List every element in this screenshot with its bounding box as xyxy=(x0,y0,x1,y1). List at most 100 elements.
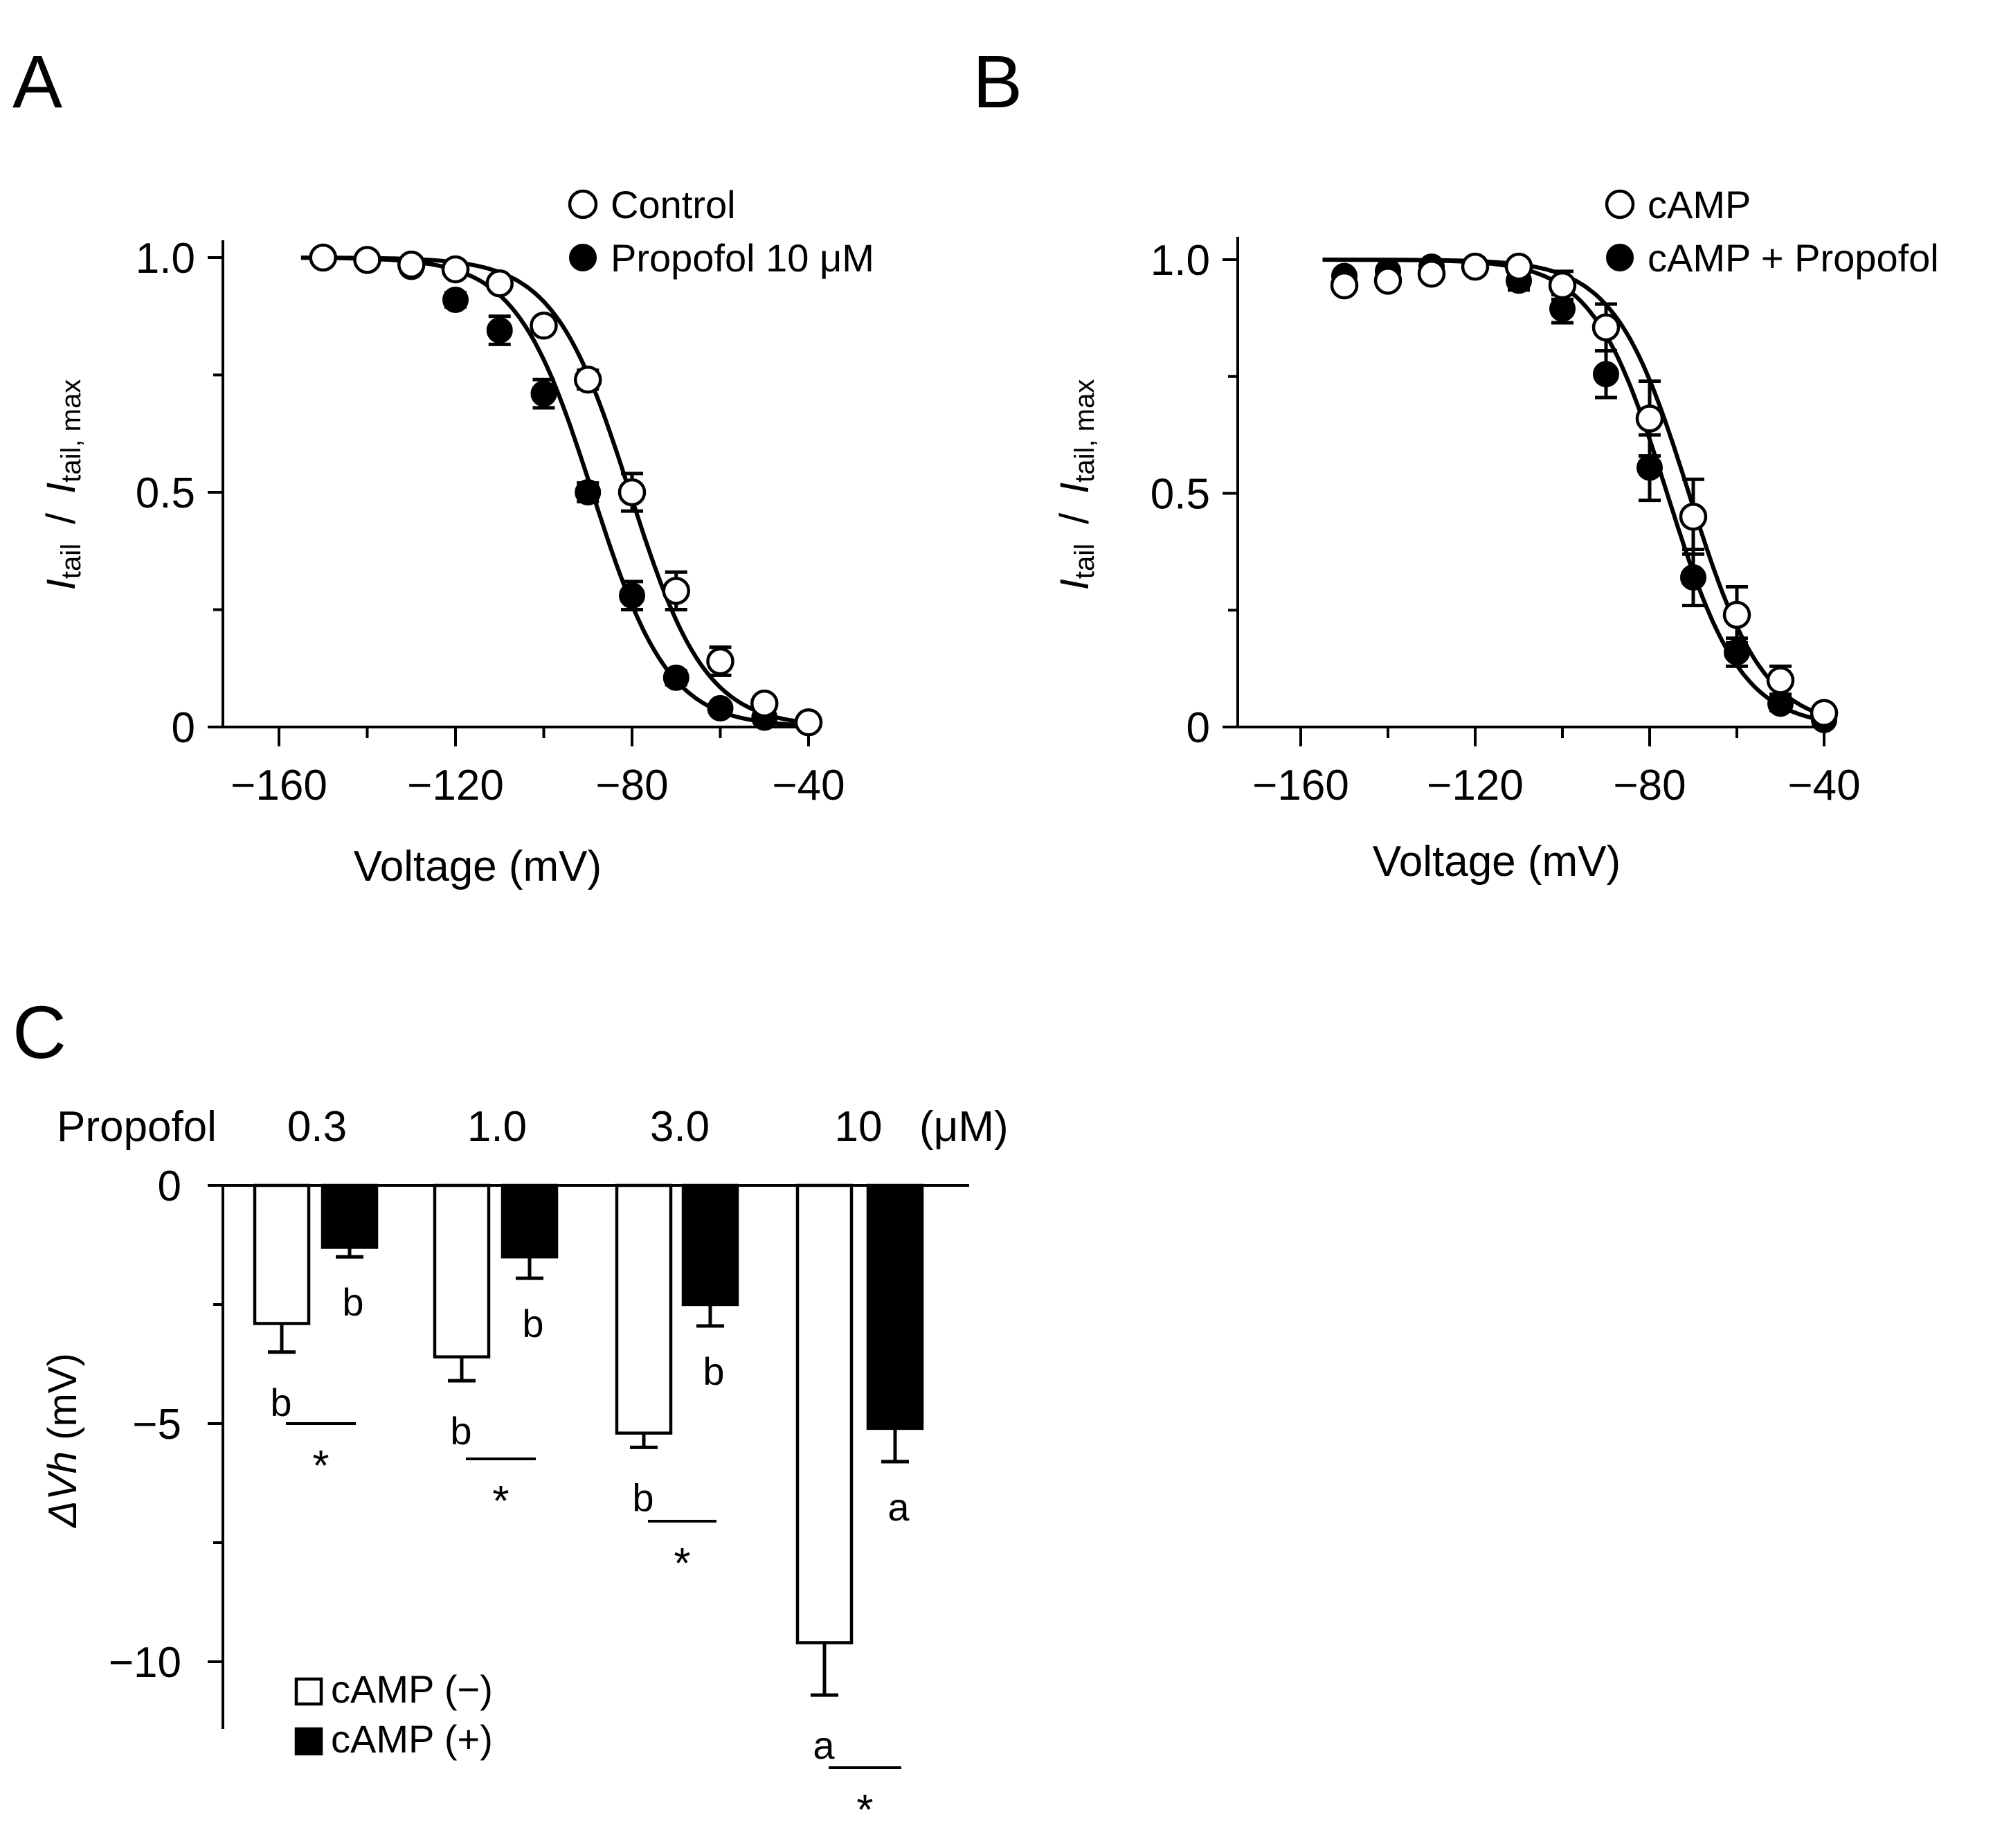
panel-c-bar-filled xyxy=(866,1183,924,1430)
panel-c-category-label: 0.3 xyxy=(287,1103,347,1151)
panel-c-label: C xyxy=(12,990,66,1074)
panel-c-significance-letter: b xyxy=(522,1302,543,1345)
panel-b-legend-camp-propofol: cAMP + Propofol xyxy=(1648,236,1939,280)
panel-a-point-open xyxy=(485,269,514,298)
panel-c-y-label-unit: (mV) xyxy=(40,1353,85,1451)
panel-c-y-label-delta: Δ xyxy=(40,1500,85,1529)
panel-c-significance-letter: b xyxy=(450,1409,471,1453)
panel-c-bar-open xyxy=(433,1183,491,1358)
panel-c-error-bar xyxy=(881,1428,909,1464)
panel-a-legend-propofol: Propofol 10 μM xyxy=(611,236,874,280)
panel-c-error-bar xyxy=(696,1304,724,1328)
panel-c: C Propofol (μM) 0.3 1.0 3.0 10 0−5−10 bbbab… xyxy=(12,990,1009,1834)
panel-a-y-label-sub2: tail, max xyxy=(56,379,87,483)
panel-a-legend: Control Propofol 10 μM xyxy=(568,183,874,280)
panel-a-points xyxy=(309,243,823,737)
panel-c-bar-filled xyxy=(681,1183,739,1307)
panel-b-y-tick-label: 0 xyxy=(1187,704,1210,752)
panel-b-y-label-slash: / xyxy=(1052,512,1097,524)
panel-a-point-open xyxy=(309,243,337,272)
panel-b-point-open xyxy=(1461,252,1490,281)
panel-a-point-open xyxy=(617,478,647,507)
panel-c-category-label: 10 xyxy=(835,1103,883,1151)
panel-b-legend: cAMP cAMP + Propofol xyxy=(1605,183,1939,280)
panel-b-y-tick-label: 1.0 xyxy=(1151,237,1210,285)
panel-c-legend-camp-plus: cAMP (+) xyxy=(331,1717,493,1761)
panel-c-significance-asterisk: * xyxy=(312,1442,329,1490)
panel-a-point-filled xyxy=(530,380,557,407)
panel-b-y-label: Itail / Itail, max xyxy=(1052,379,1100,590)
panel-a-x-tick-label: −80 xyxy=(595,762,668,809)
panel-a-y-label-i2: I xyxy=(39,483,84,494)
panel-c-error-bar xyxy=(448,1356,476,1383)
panel-c-category-label: 3.0 xyxy=(650,1103,710,1151)
panel-b-y-label-sub1: tail xyxy=(1070,544,1100,579)
panel-a-point-open xyxy=(750,689,779,718)
panel-c-propofol-label: Propofol xyxy=(57,1103,217,1151)
panel-a-x-label: Voltage (mV) xyxy=(354,843,602,890)
panel-b-x-tick-label: −160 xyxy=(1252,762,1349,809)
panel-c-bar-filled xyxy=(500,1183,559,1259)
panel-b-point-open xyxy=(1417,260,1446,288)
panel-a-legend-filled-marker xyxy=(569,244,597,271)
panel-b-points xyxy=(1330,252,1839,733)
panel-b-y-label-i2: I xyxy=(1052,483,1097,494)
panel-a-y-tick-label: 0.5 xyxy=(136,469,195,517)
panel-b-x-tick-label: −40 xyxy=(1787,762,1860,809)
panel-c-letters: b b b a b b b a xyxy=(270,1280,910,1767)
panel-a-point-open xyxy=(353,246,381,274)
panel-b: B 0 0.5 1.0 −160 −120 −80 −40 Voltage (mV) It… xyxy=(973,39,1939,886)
panel-a-y-tick-label: 1.0 xyxy=(136,235,195,282)
panel-a-point-filled xyxy=(575,479,602,505)
panel-c-error-bar xyxy=(630,1433,658,1449)
panel-b-point-open xyxy=(1766,666,1795,694)
panel-a-point-open xyxy=(397,250,426,279)
panel-b-y-tick-label: 0.5 xyxy=(1151,471,1210,519)
panel-c-error-bar xyxy=(336,1247,363,1259)
panel-b-point-open xyxy=(1504,252,1533,281)
panel-b-point-filled xyxy=(1549,295,1576,322)
panel-b-point-open xyxy=(1373,267,1403,295)
panel-a-point-filled xyxy=(486,317,513,344)
panel-b-x-tick-label: −80 xyxy=(1613,762,1686,809)
panel-c-legend-camp-minus: cAMP (−) xyxy=(331,1667,493,1711)
panel-b-y-ticks: 0 0.5 1.0 xyxy=(1151,237,1238,752)
panel-c-y-tick-label: −10 xyxy=(109,1639,181,1687)
panel-b-y-label-sub2: tail, max xyxy=(1070,379,1100,483)
panel-c-significance-letter: b xyxy=(632,1475,653,1519)
panel-c-bar-open xyxy=(615,1183,673,1435)
panel-a-point-filled xyxy=(619,582,645,609)
panel-b-y-label-i1: I xyxy=(1052,579,1097,590)
panel-b-point-open xyxy=(1722,600,1751,629)
panel-a-legend-open-marker xyxy=(568,189,598,219)
panel-c-y-tick-label: −5 xyxy=(132,1401,181,1448)
panel-c-error-bar xyxy=(268,1323,296,1354)
panel-a-y-ticks: 0 0.5 1.0 xyxy=(136,235,223,752)
panel-b-point-filled xyxy=(1767,690,1794,717)
panel-a-x-tick-label: −40 xyxy=(772,762,845,809)
panel-b-point-open xyxy=(1330,271,1359,300)
panel-c-significance-letter: b xyxy=(270,1381,291,1424)
panel-b-point-open xyxy=(1810,699,1839,727)
panel-a-point-open xyxy=(574,366,602,394)
panel-c-bar-filled xyxy=(321,1183,379,1249)
panel-b-point-filled xyxy=(1636,454,1663,481)
panel-a-y-label-sub1: tail xyxy=(56,544,87,579)
panel-c-unit-label: (μM) xyxy=(919,1103,1009,1151)
panel-a-x-ticks: −160 −120 −80 −40 xyxy=(231,727,845,809)
panel-b-label: B xyxy=(973,39,1022,123)
panel-b-legend-camp: cAMP xyxy=(1648,183,1751,226)
panel-c-significance-asterisk: * xyxy=(856,1786,873,1834)
panel-b-legend-filled-marker xyxy=(1606,244,1634,271)
panel-a-y-tick-label: 0 xyxy=(172,704,195,752)
panel-c-significance-letter: a xyxy=(887,1485,910,1529)
panel-a-point-open xyxy=(662,577,690,605)
panel-a-y-label: Itail / Itail, max xyxy=(39,379,87,590)
panel-c-legend: cAMP (−) cAMP (+) xyxy=(294,1667,493,1761)
panel-b-x-ticks: −160 −120 −80 −40 xyxy=(1252,727,1861,809)
panel-a-point-filled xyxy=(442,287,469,314)
panel-a-point-open xyxy=(441,255,470,284)
panel-b-point-filled xyxy=(1680,564,1706,591)
panel-c-category-labels: 0.3 1.0 3.0 10 xyxy=(287,1103,883,1151)
